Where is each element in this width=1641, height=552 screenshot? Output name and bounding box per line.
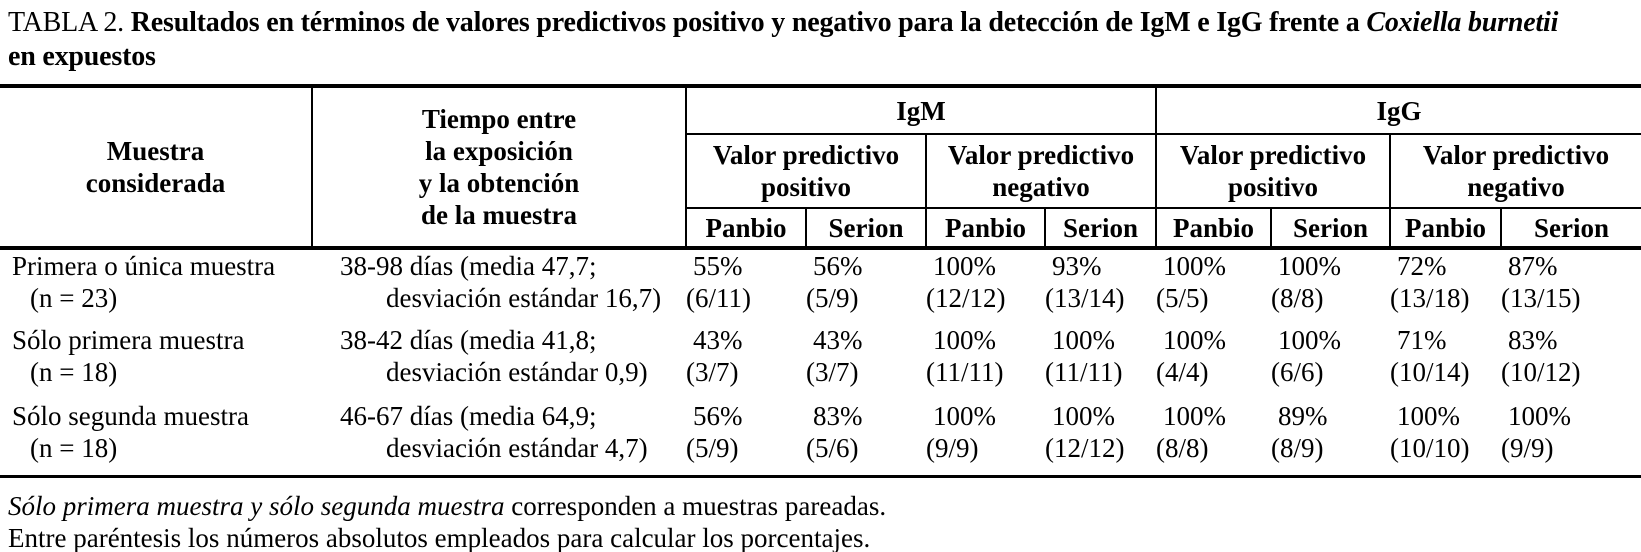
header-kit-panbio-1: Panbio (686, 208, 807, 250)
title-text: Resultados en términos de valores predic… (130, 7, 1360, 38)
results-table: Muestra considerada Tiempo entre la expo… (0, 84, 1641, 478)
time-cell: 38-42 días (media 41,8; desviación están… (340, 325, 648, 387)
header-tiempo: Tiempo entre la exposición y la obtenció… (312, 86, 687, 250)
value-cell: 100% (9/9) (1501, 400, 1641, 478)
species-name: Coxiella burnetii (1366, 7, 1559, 38)
sample-name-cell: Primera o única muestra (n = 23) (12, 251, 276, 313)
value-cell: 100% (8/8) (1271, 251, 1341, 313)
time-cell: 38-98 días (media 47,7; desviación están… (340, 251, 662, 313)
table-header: Muestra considerada Tiempo entre la expo… (0, 86, 1641, 250)
footnote-1-text: corresponden a muestras pareadas. (511, 490, 887, 521)
value-cell: 43% (3/7) (686, 325, 743, 387)
value-cell: 93% (13/14) (1045, 251, 1125, 313)
value-cell: 56% (5/9) (806, 251, 863, 313)
value-cell: 100% (9/9) (926, 400, 1045, 478)
header-kit-panbio-3: Panbio (1156, 208, 1272, 250)
value-cell: 56% (5/9) (686, 400, 806, 478)
value-cell: 87% (13/15) (1501, 251, 1581, 313)
header-kit-serion-2: Serion (1045, 208, 1157, 250)
table-number-label: TABLA 2. (8, 7, 124, 38)
header-vpn-igg: Valor predictivo negativo (1390, 134, 1641, 209)
table-row: Primera o única muestra (n = 23) 38-98 d… (0, 248, 1641, 324)
table-row: Sólo primera muestra (n = 18) 38-42 días… (0, 324, 1641, 400)
value-cell: 100% (8/8) (1156, 400, 1271, 478)
header-kit-serion-4: Serion (1501, 208, 1641, 250)
header-vpp-igm: Valor predictivo positivo (686, 134, 927, 209)
header-muestra: Muestra considerada (0, 86, 313, 250)
value-cell: 100% (6/6) (1271, 325, 1341, 387)
footnote-2: Entre paréntesis los números absolutos e… (8, 522, 871, 552)
title-line2: en expuestos (8, 41, 156, 72)
header-igm: IgM (686, 86, 1157, 135)
value-cell: 100% (10/10) (1390, 400, 1501, 478)
value-cell: 83% (10/12) (1501, 325, 1581, 387)
footnote-1: Sólo primera muestra y sólo segunda mues… (8, 490, 1641, 522)
footnotes: Sólo primera muestra y sólo segunda mues… (0, 490, 1641, 552)
value-cell: 83% (5/6) (806, 400, 926, 478)
value-cell: 100% (12/12) (926, 251, 1006, 313)
value-cell: 89% (8/9) (1271, 400, 1390, 478)
table-row: Sólo segunda muestra (n = 18) 46-67 días… (0, 400, 1641, 478)
header-vpn-igm: Valor predictivo negativo (926, 134, 1157, 209)
footnote-term-2: sólo segunda muestra (268, 490, 505, 521)
header-igg: IgG (1156, 86, 1641, 135)
sample-name-cell: Sólo segunda muestra (n = 18) (0, 400, 312, 478)
header-kit-serion-1: Serion (806, 208, 927, 250)
footnote-conjunction: y (250, 490, 263, 521)
value-cell: 100% (11/11) (926, 325, 1004, 387)
header-kit-serion-3: Serion (1271, 208, 1391, 250)
value-cell: 71% (10/14) (1390, 325, 1470, 387)
value-cell: 100% (12/12) (1045, 400, 1156, 478)
sample-name-cell: Sólo primera muestra (n = 18) (12, 325, 245, 387)
value-cell: 43% (3/7) (806, 325, 863, 387)
footnote-term-1: Sólo primera muestra (8, 490, 244, 521)
header-kit-panbio-2: Panbio (926, 208, 1046, 250)
value-cell: 55% (6/11) (686, 251, 751, 313)
value-cell: 100% (4/4) (1156, 325, 1226, 387)
table-body: Primera o única muestra (n = 23) 38-98 d… (0, 248, 1641, 478)
table-title: TABLA 2. Resultados en términos de valor… (0, 4, 1641, 74)
value-cell: 72% (13/18) (1390, 251, 1470, 313)
header-vpp-igg: Valor predictivo positivo (1156, 134, 1391, 209)
header-kit-panbio-4: Panbio (1390, 208, 1502, 250)
time-cell: 46-67 días (media 64,9; desviación están… (312, 400, 686, 478)
value-cell: 100% (11/11) (1045, 325, 1123, 387)
value-cell: 100% (5/5) (1156, 251, 1226, 313)
